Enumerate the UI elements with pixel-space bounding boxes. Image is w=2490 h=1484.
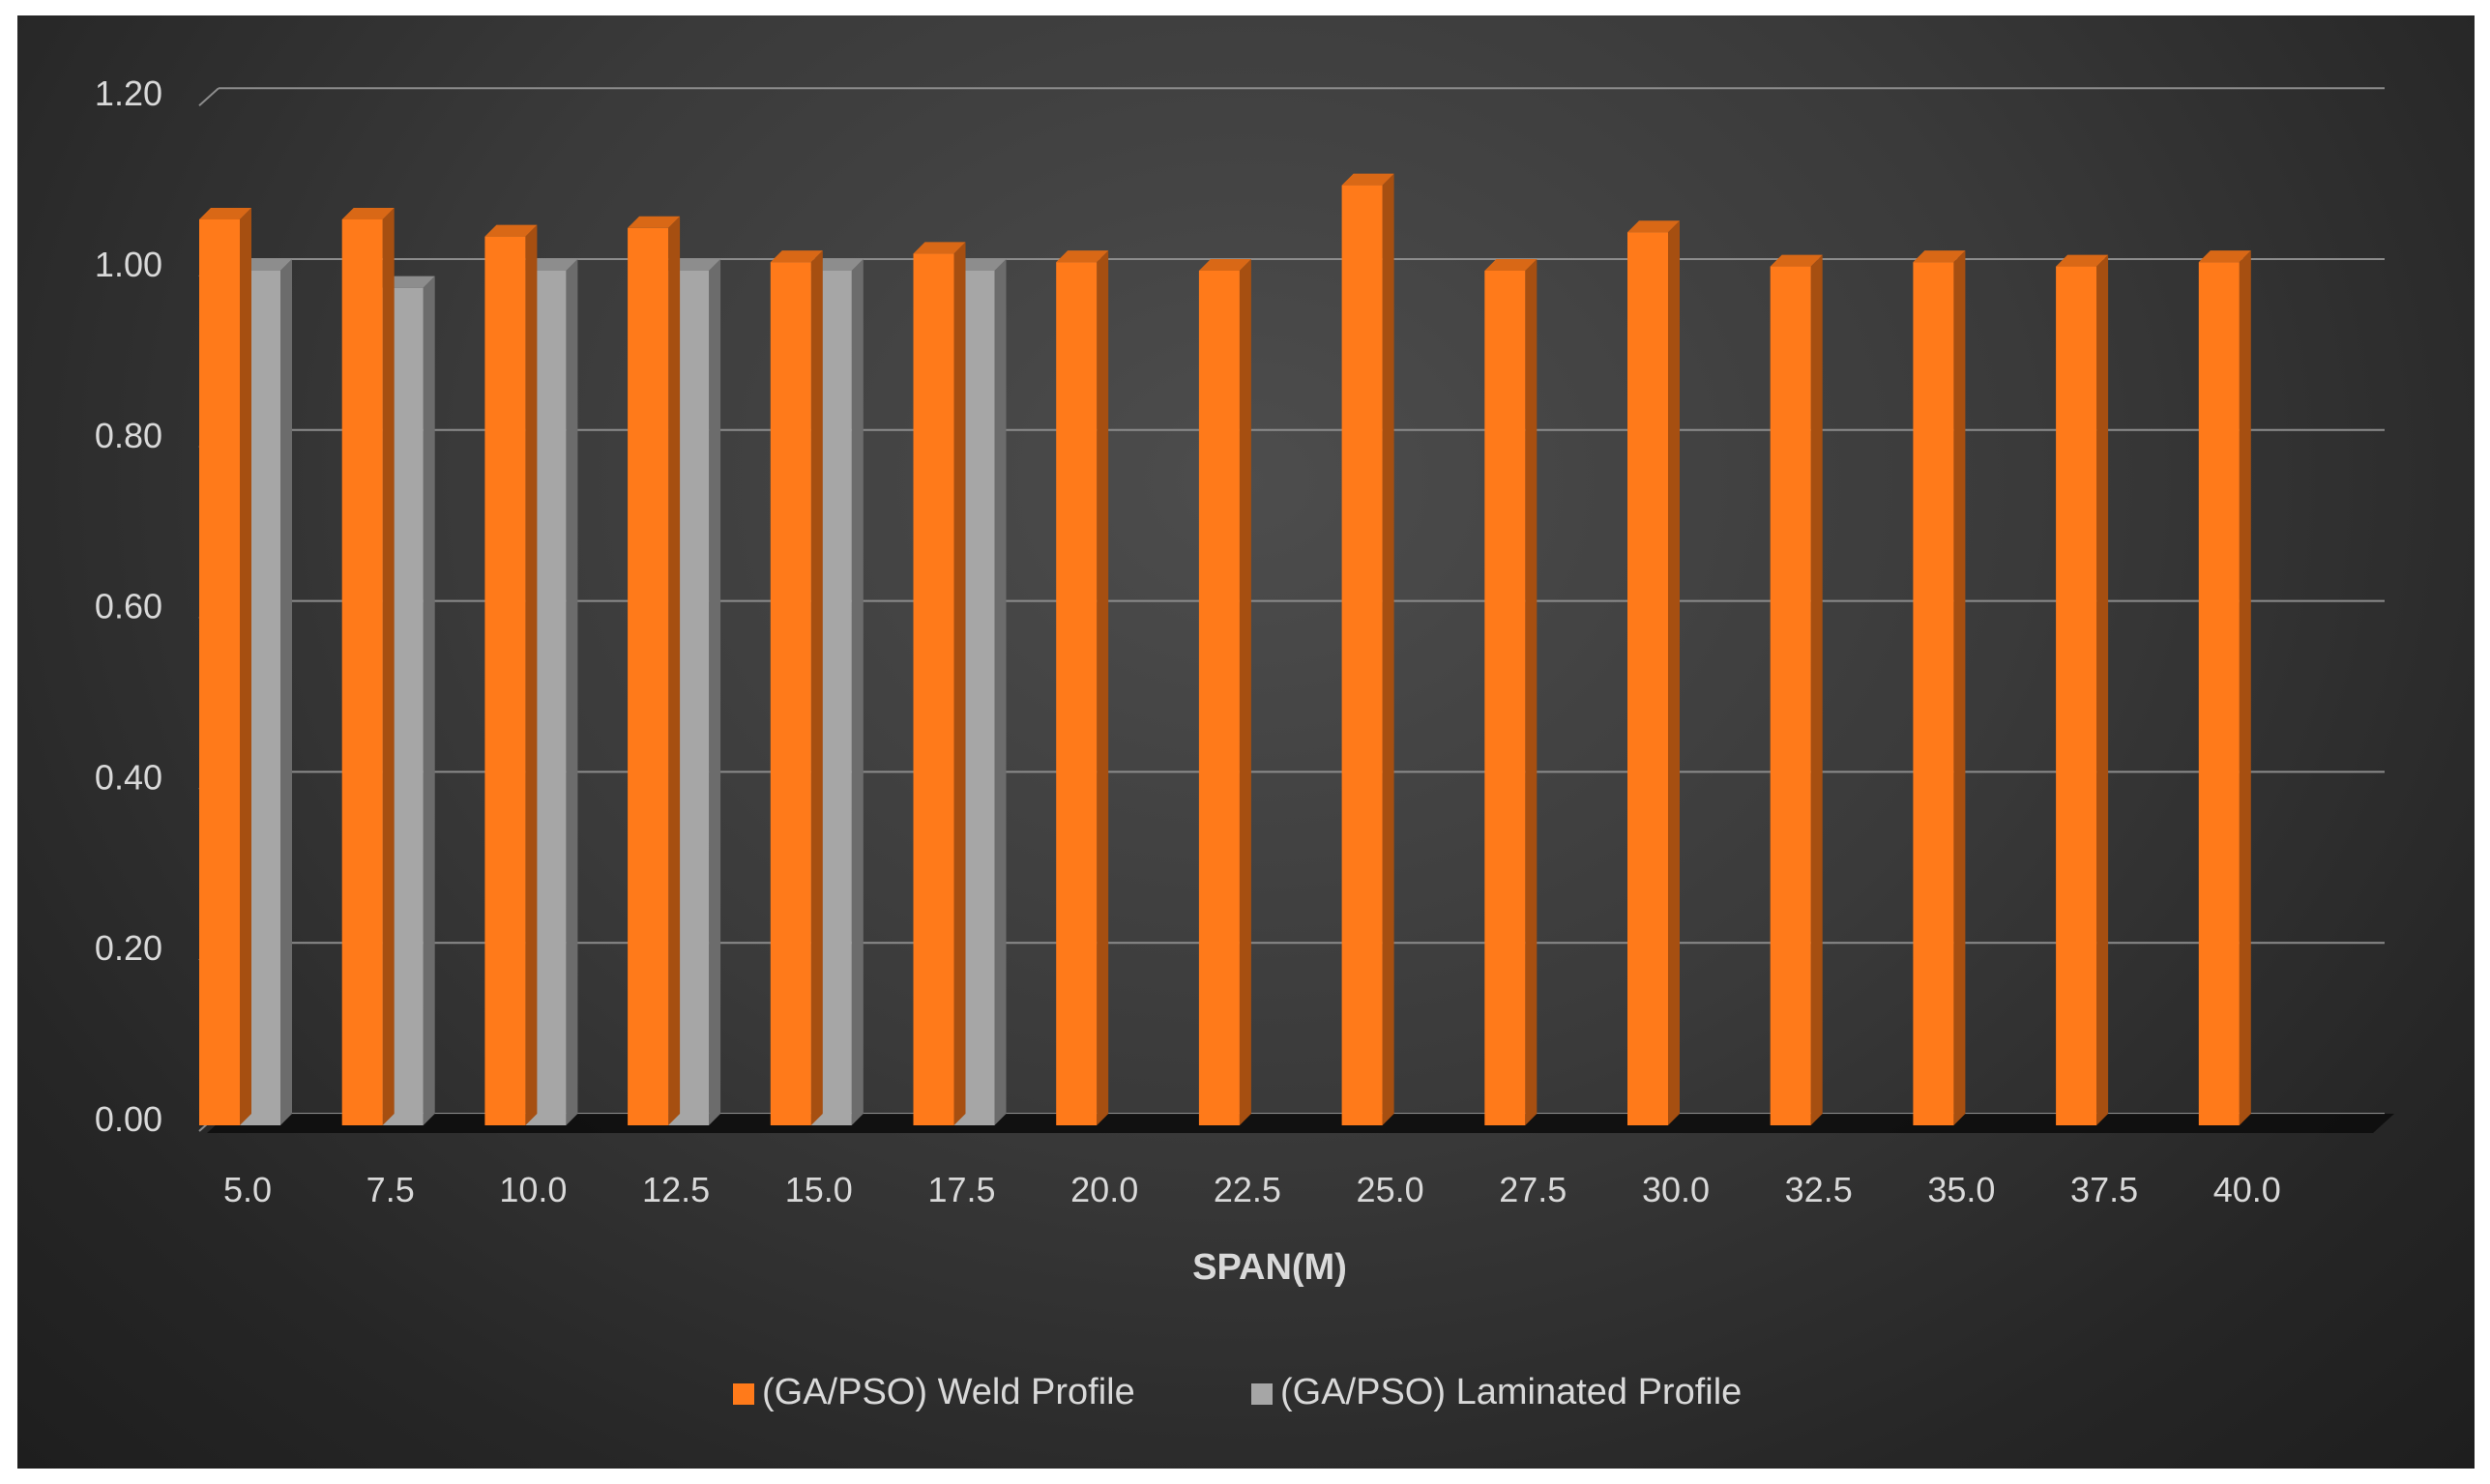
x-tick-label: 37.5 [2070, 1170, 2138, 1209]
bar-weld-32.5 [1770, 254, 1823, 1126]
x-tick-label: 12.5 [642, 1170, 710, 1209]
chart-floor [207, 1114, 2394, 1133]
x-tick-label: 35.0 [1927, 1170, 1995, 1209]
y-tick-label: 0.60 [95, 587, 162, 626]
bar-weld-22.5 [1198, 259, 1251, 1125]
x-tick-label: 40.0 [2213, 1170, 2281, 1209]
bar-chart: 0.00 0.20 0.40 0.60 0.80 1.00 1.20 5.0 7.5 10.0 1… [95, 73, 2394, 1412]
bar-weld-20.0 [1056, 250, 1109, 1125]
legend-label: (GA/PSO) Laminated Profile [1280, 1372, 1742, 1412]
legend-item-weld: (GA/PSO) Weld Profile [733, 1372, 1135, 1412]
x-tick-label: 15.0 [785, 1170, 853, 1209]
bar-weld-10.0 [484, 224, 538, 1125]
legend-label: (GA/PSO) Weld Profile [762, 1372, 1135, 1412]
legend: (GA/PSO) Weld Profile (GA/PSO) Laminated … [733, 1372, 1742, 1412]
y-tick-label: 1.20 [95, 73, 162, 113]
bar-weld-25.0 [1341, 173, 1394, 1126]
x-tick-label: 7.5 [366, 1170, 415, 1209]
bar-weld-27.5 [1484, 259, 1538, 1125]
bar-weld-5.0 [199, 207, 251, 1125]
y-tick-label: 0.40 [95, 757, 162, 797]
gridline-edge [198, 87, 220, 106]
x-tick-label: 10.0 [499, 1170, 567, 1209]
x-tick-label: 27.5 [1499, 1170, 1567, 1209]
chart-panel: 0.00 0.20 0.40 0.60 0.80 1.00 1.20 5.0 7.5 10.0 1… [17, 15, 2475, 1469]
bar-weld-12.5 [628, 216, 681, 1126]
bar-weld-30.0 [1627, 220, 1680, 1126]
x-tick-label: 32.5 [1785, 1170, 1853, 1209]
bar-weld-35.0 [1913, 250, 1966, 1125]
y-tick-label: 0.80 [95, 416, 162, 455]
x-tick-label: 20.0 [1070, 1170, 1138, 1209]
y-tick-label: 0.20 [95, 928, 162, 968]
legend-swatch [733, 1383, 754, 1405]
bar-weld-17.5 [913, 242, 966, 1125]
bars [199, 173, 2251, 1126]
bar-weld-7.5 [341, 207, 395, 1125]
x-tick-label: 5.0 [223, 1170, 272, 1209]
floor-plane [207, 1114, 2394, 1133]
y-axis-ticks: 0.00 0.20 0.40 0.60 0.80 1.00 1.20 [95, 73, 162, 1139]
bar-weld-37.5 [2056, 254, 2109, 1126]
y-tick-label: 1.00 [95, 245, 162, 284]
x-tick-label: 22.5 [1214, 1170, 1281, 1209]
x-tick-label: 25.0 [1357, 1170, 1424, 1209]
y-tick-label: 0.00 [95, 1099, 162, 1139]
x-tick-label: 30.0 [1642, 1170, 1710, 1209]
bar-weld-15.0 [770, 250, 823, 1125]
x-tick-label: 17.5 [927, 1170, 995, 1209]
legend-item-laminated: (GA/PSO) Laminated Profile [1251, 1372, 1742, 1412]
legend-swatch [1251, 1383, 1273, 1405]
x-axis-title: SPAN(M) [1192, 1247, 1347, 1288]
x-axis-ticks: 5.0 7.5 10.0 12.5 15.0 17.5 20.0 22.5 25.0 27.5 30… [223, 1170, 2281, 1209]
bar-weld-40.0 [2198, 250, 2251, 1125]
